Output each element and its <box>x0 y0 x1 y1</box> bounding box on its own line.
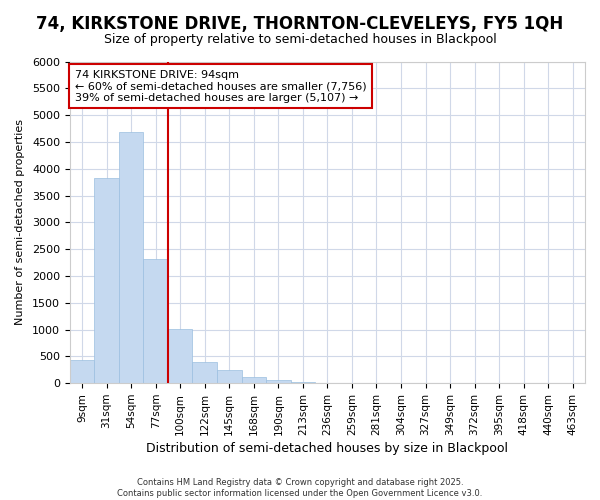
X-axis label: Distribution of semi-detached houses by size in Blackpool: Distribution of semi-detached houses by … <box>146 442 508 455</box>
Bar <box>266 380 290 383</box>
Bar <box>290 382 315 383</box>
Text: 74, KIRKSTONE DRIVE, THORNTON-CLEVELEYS, FY5 1QH: 74, KIRKSTONE DRIVE, THORNTON-CLEVELEYS,… <box>37 15 563 33</box>
Text: Contains HM Land Registry data © Crown copyright and database right 2025.
Contai: Contains HM Land Registry data © Crown c… <box>118 478 482 498</box>
Bar <box>217 370 242 383</box>
Bar <box>70 360 94 383</box>
Bar <box>193 362 217 383</box>
Y-axis label: Number of semi-detached properties: Number of semi-detached properties <box>15 120 25 326</box>
Text: Size of property relative to semi-detached houses in Blackpool: Size of property relative to semi-detach… <box>104 32 496 46</box>
Bar <box>242 377 266 383</box>
Bar <box>119 132 143 383</box>
Bar <box>168 329 193 383</box>
Bar <box>143 260 168 383</box>
Text: 74 KIRKSTONE DRIVE: 94sqm
← 60% of semi-detached houses are smaller (7,756)
39% : 74 KIRKSTONE DRIVE: 94sqm ← 60% of semi-… <box>75 70 367 102</box>
Bar <box>94 178 119 383</box>
